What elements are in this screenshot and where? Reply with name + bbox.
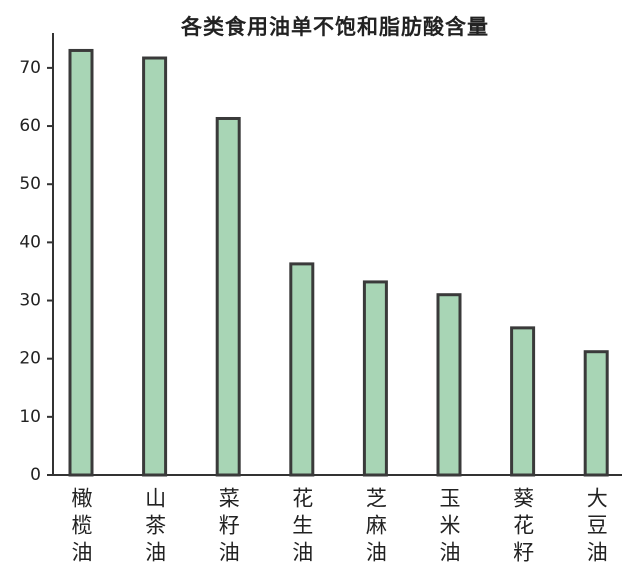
y-tick-label: 0 (30, 465, 41, 485)
x-tick-label: 芝麻油 (363, 487, 387, 568)
x-tick-label: 大豆油 (584, 487, 608, 568)
bar (436, 293, 462, 477)
x-tick-label: 花生油 (290, 487, 314, 568)
bar (68, 48, 94, 477)
x-tick-label: 玉米油 (437, 487, 461, 568)
bar (142, 56, 168, 477)
bar (289, 262, 315, 477)
bar (583, 350, 609, 477)
bar (215, 116, 241, 477)
x-tick-label: 山茶油 (143, 487, 167, 568)
chart-title: 各类食用油单不饱和脂肪酸含量 (180, 15, 489, 39)
x-tick-label: 橄榄油 (69, 487, 93, 568)
bar (362, 280, 388, 477)
y-tick-label: 70 (19, 58, 41, 78)
x-tick-label: 菜籽油 (216, 487, 240, 568)
y-tick-label: 20 (19, 349, 41, 369)
x-tick-label: 葵花籽 (511, 487, 535, 568)
y-tick-label: 50 (19, 174, 41, 194)
bar (510, 326, 536, 477)
y-tick-label: 60 (19, 116, 41, 136)
y-tick-label: 10 (19, 407, 41, 427)
y-tick-label: 30 (19, 291, 41, 311)
y-tick-label: 40 (19, 232, 41, 252)
